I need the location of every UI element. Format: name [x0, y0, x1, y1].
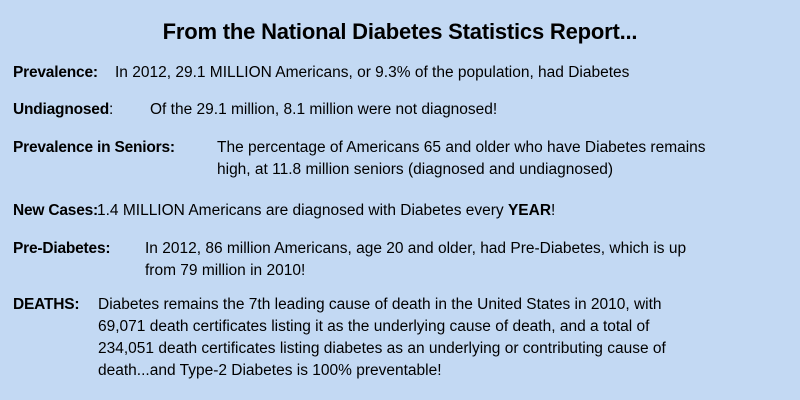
stat-row-pre-diabetes: Pre-Diabetes: In 2012, 86 million Americ… [13, 238, 794, 282]
stat-text: In 2012, 29.1 MILLION Americans, or 9.3%… [115, 64, 630, 81]
stat-label: Prevalence: [13, 64, 98, 81]
stat-text: The percentage of Americans 65 and older… [217, 139, 706, 178]
stat-row-new-cases: New Cases: 1.4 MILLION Americans are dia… [13, 200, 794, 222]
stat-text: In 2012, 86 million Americans, age 20 an… [145, 240, 687, 279]
stat-label: Undiagnosed: [13, 101, 114, 118]
stat-text: Of the 29.1 million, 8.1 million were no… [150, 101, 498, 118]
page-title: From the National Diabetes Statistics Re… [162, 19, 638, 44]
stat-label: Pre-Diabetes: [13, 240, 111, 257]
stat-text-emphasis: YEAR [507, 202, 552, 219]
stat-label: New Cases: [13, 202, 99, 219]
stat-label: Prevalence in Seniors: [13, 139, 175, 156]
stat-row-deaths: DEATHS: Diabetes remains the 7th leading… [13, 294, 794, 382]
stat-row-undiagnosed: Undiagnosed: Of the 29.1 million, 8.1 mi… [13, 99, 794, 121]
stat-row-prevalence-seniors: Prevalence in Seniors: The percentage of… [13, 137, 794, 181]
stat-text: Diabetes remains the 7th leading cause o… [98, 296, 666, 379]
stat-text: 1.4 MILLION Americans are diagnosed with… [97, 202, 556, 219]
stat-label: DEATHS: [13, 296, 80, 313]
stat-row-prevalence: Prevalence: In 2012, 29.1 MILLION Americ… [13, 62, 794, 84]
